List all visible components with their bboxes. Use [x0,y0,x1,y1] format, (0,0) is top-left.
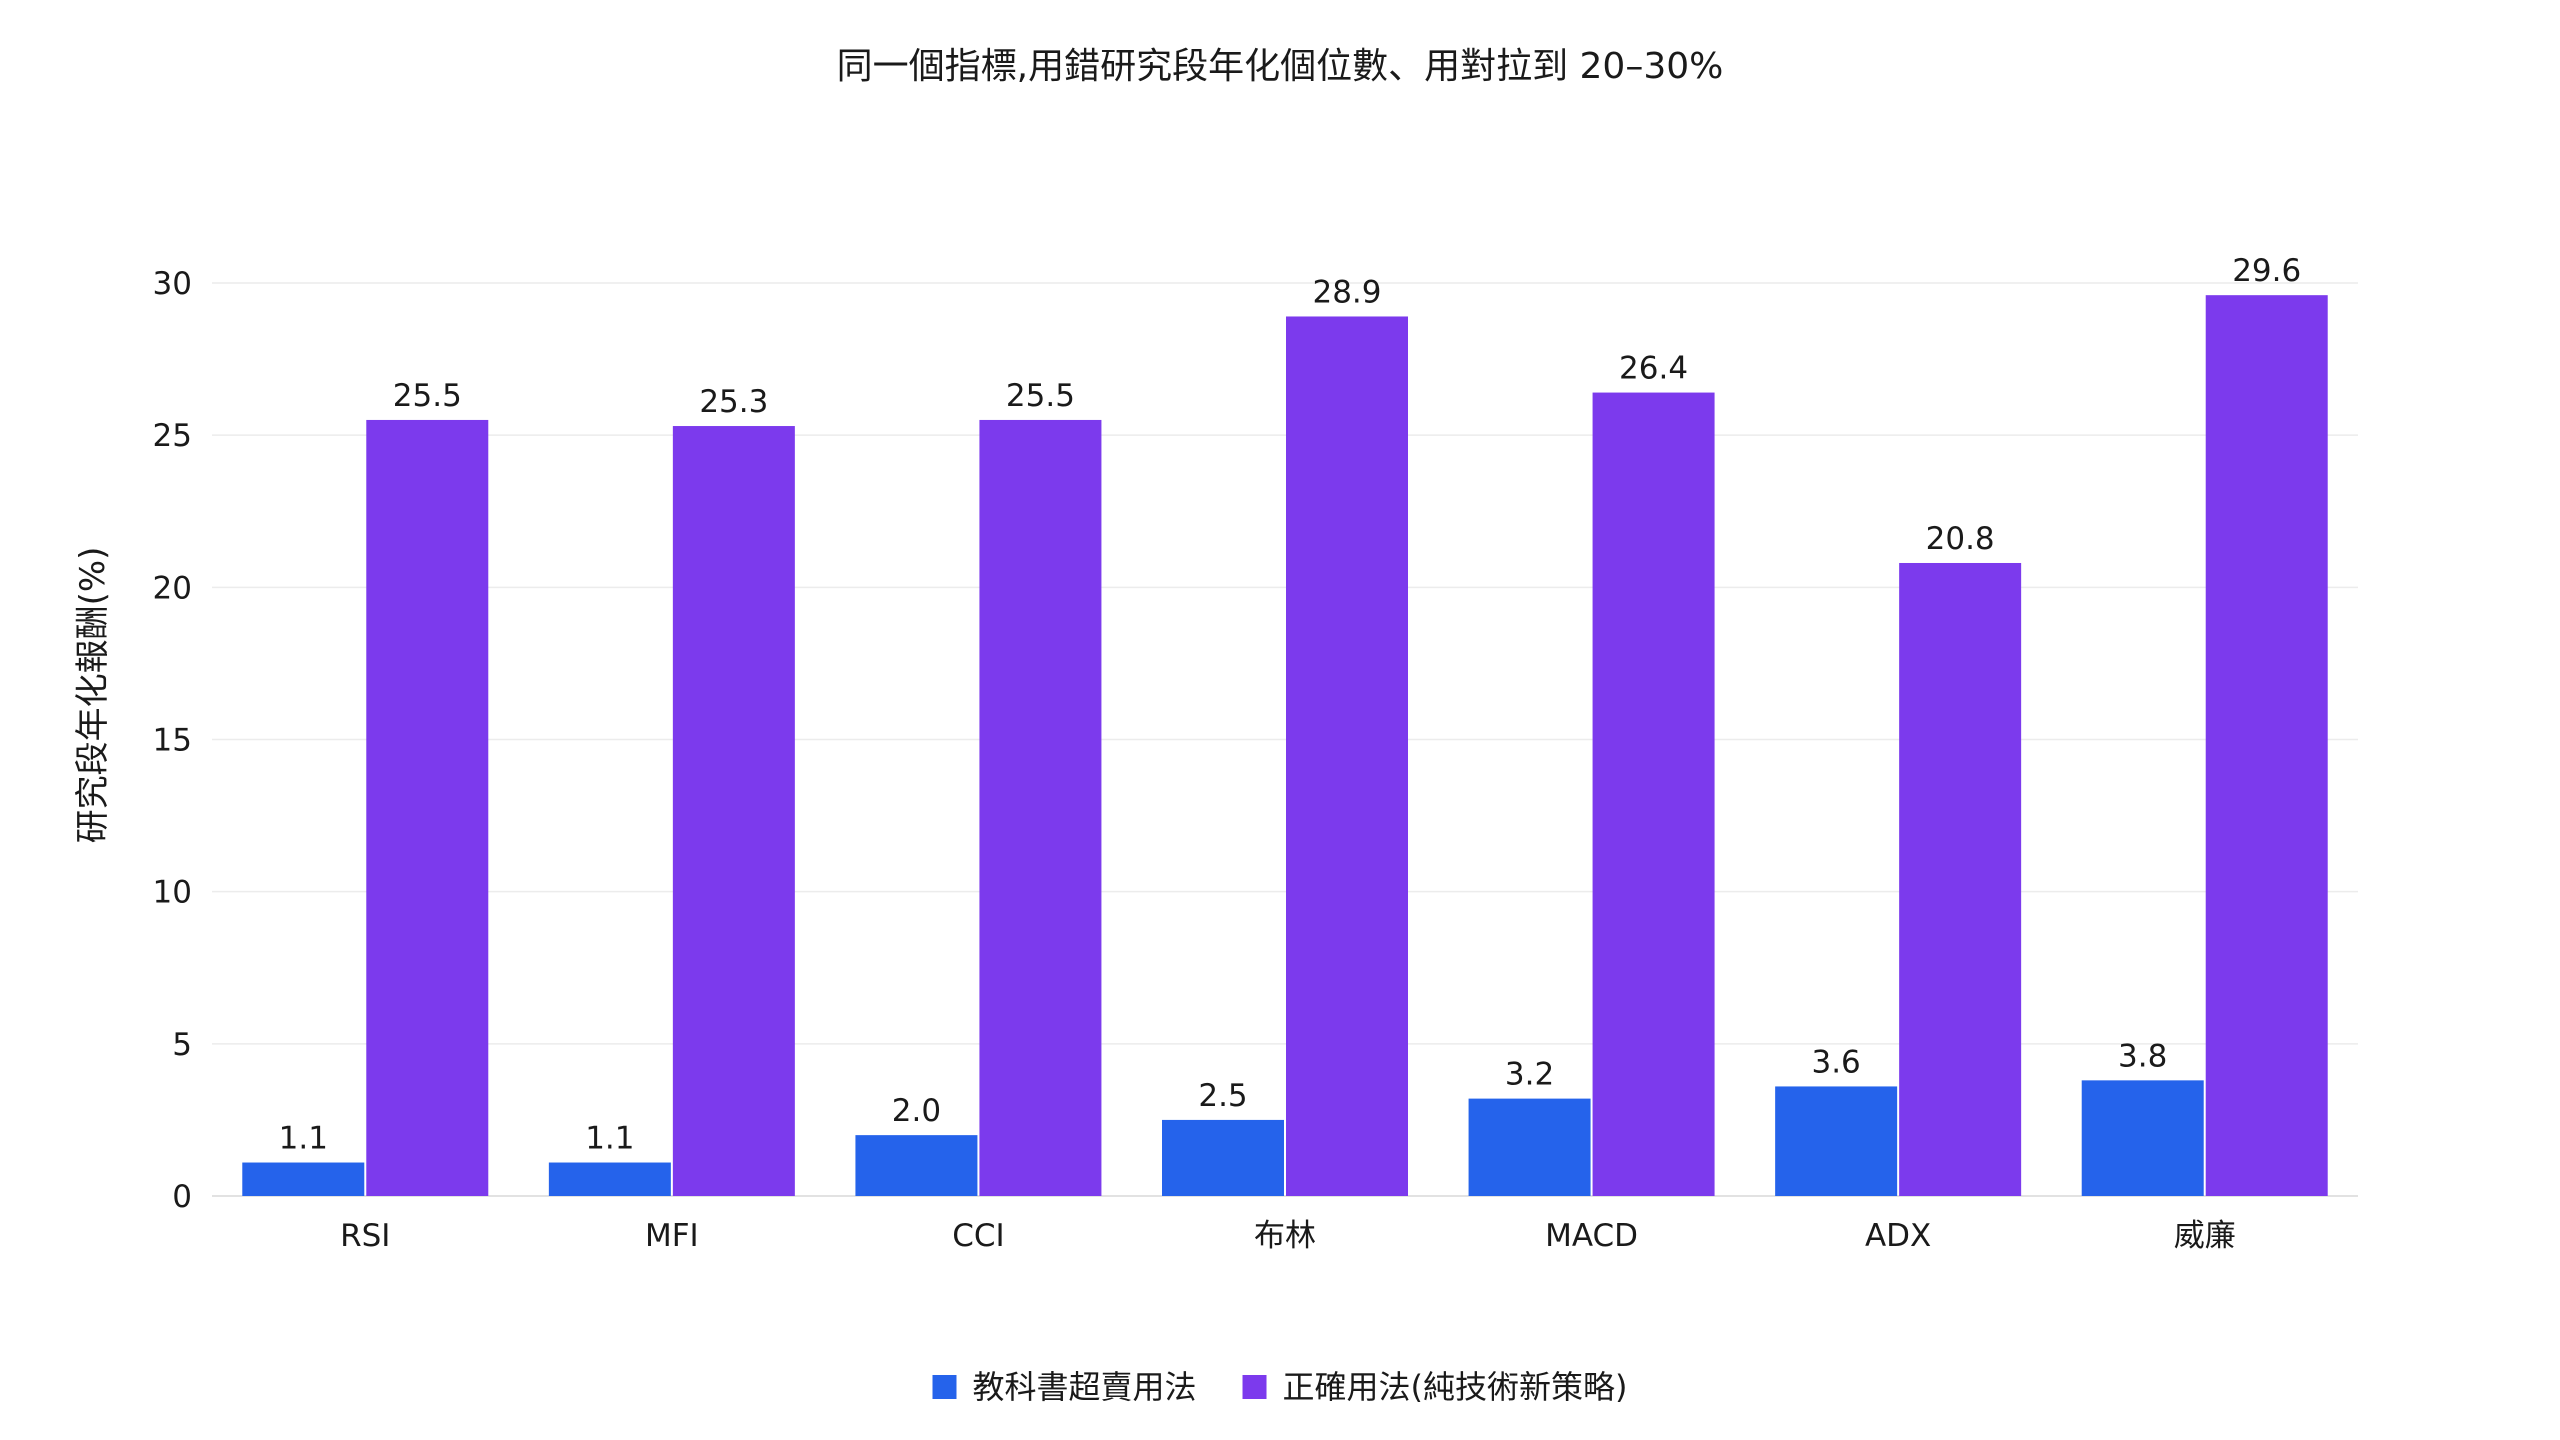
x-tick-label: 布林 [1254,1218,1316,1254]
y-axis-ticks: 0 5 10 15 20 25 30 [153,266,192,1215]
bar-correct-0[interactable] [366,419,489,1196]
data-label: 25.3 [699,384,768,420]
x-tick-label: RSI [340,1218,390,1254]
legend-item-textbook[interactable]: 教科書超賣用法 [932,1368,1197,1406]
x-tick-label: MFI [645,1218,699,1254]
legend-item-correct[interactable]: 正確用法(純技術新策略) [1242,1368,1628,1406]
y-tick-label: 5 [172,1027,192,1063]
bar-textbook-6[interactable] [2081,1080,2204,1196]
y-tick-label: 0 [172,1179,192,1215]
data-label: 3.6 [1811,1044,1860,1080]
y-tick-label: 20 [153,570,192,606]
x-tick-label: CCI [952,1218,1004,1254]
gridlines [212,282,2358,1197]
bar-correct-6[interactable] [2205,295,2328,1196]
data-label: 3.2 [1505,1057,1554,1093]
legend-label: 正確用法(純技術新策略) [1283,1368,1628,1406]
y-tick-label: 15 [153,723,192,759]
legend-swatch [932,1375,957,1399]
bar-textbook-0[interactable] [242,1162,365,1196]
x-tick-label: ADX [1865,1218,1931,1254]
legend[interactable]: 教科書超賣用法 正確用法(純技術新策略) [932,1368,1628,1406]
chart-title: 同一個指標,用錯研究段年化個位數、用對拉到 20–30% [837,46,1724,87]
y-tick-label: 30 [153,266,192,302]
bar-textbook-2[interactable] [855,1135,978,1196]
data-label: 2.5 [1198,1078,1247,1114]
bar-correct-5[interactable] [1899,562,2022,1196]
bar-textbook-3[interactable] [1162,1119,1284,1196]
data-label: 1.1 [585,1121,634,1157]
x-axis-ticks: RSI MFI CCI 布林 MACD ADX 威廉 [340,1218,2236,1254]
data-label: 25.5 [393,378,462,414]
y-tick-label: 10 [153,875,192,911]
bar-textbook-5[interactable] [1775,1086,1898,1196]
x-tick-label: MACD [1545,1218,1638,1254]
data-label: 29.6 [2232,253,2301,289]
data-labels: 1.1 25.5 1.1 25.3 2.0 25.5 2.5 28.9 3.2 26.4 3.6 20… [279,253,2302,1156]
legend-label: 教科書超賣用法 [973,1368,1197,1406]
data-label: 1.1 [279,1121,328,1157]
y-axis-title: 研究段年化報酬(%) [73,547,113,844]
bar-textbook-1[interactable] [548,1162,671,1196]
bar-correct-4[interactable] [1592,392,1715,1196]
bar-correct-1[interactable] [672,426,795,1197]
bar-textbook-4[interactable] [1468,1098,1591,1196]
data-label: 26.4 [1619,351,1688,387]
data-label: 3.8 [2118,1038,2167,1074]
legend-swatch [1242,1375,1267,1399]
x-tick-label: 威廉 [2174,1218,2236,1254]
bar-correct-2[interactable] [979,419,1102,1196]
y-tick-label: 25 [153,418,192,454]
bar-correct-3[interactable] [1286,316,1408,1196]
data-label: 20.8 [1926,521,1995,557]
data-label: 25.5 [1006,378,1075,414]
data-label: 2.0 [892,1093,941,1129]
bars [242,295,2328,1197]
data-label: 28.9 [1312,274,1381,310]
